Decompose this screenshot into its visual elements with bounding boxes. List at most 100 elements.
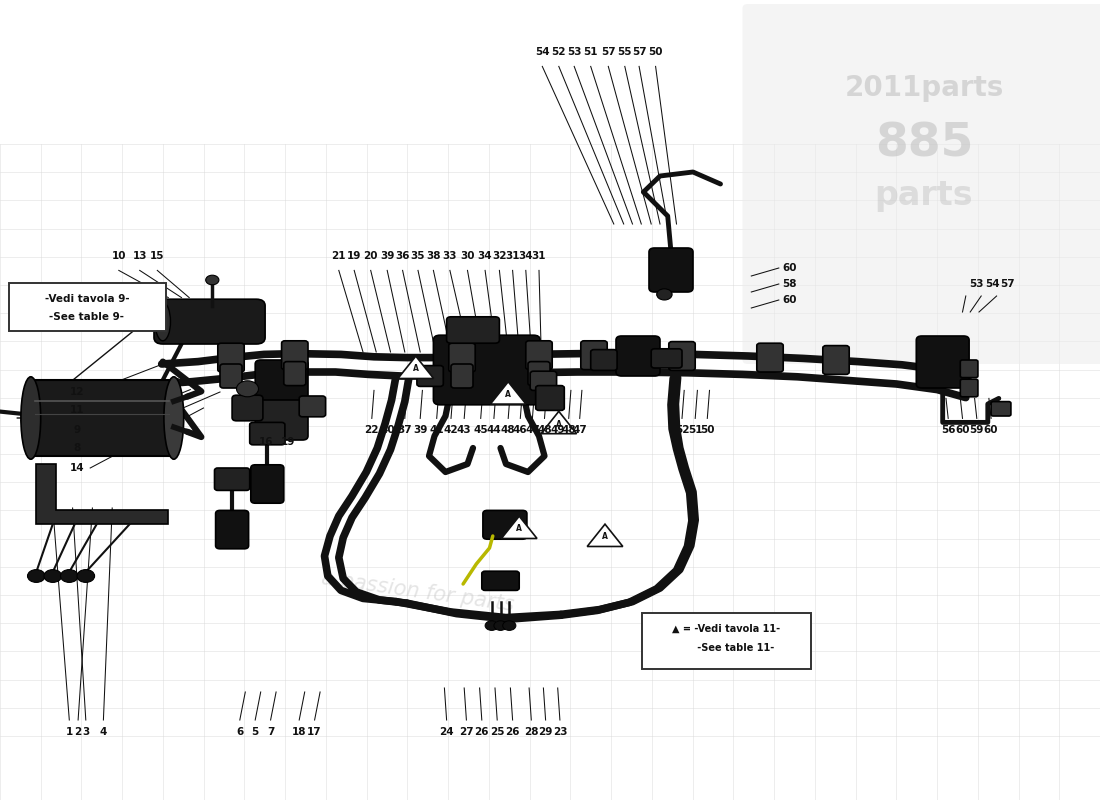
Text: 54: 54: [535, 47, 550, 57]
Text: 60: 60: [955, 426, 970, 435]
Text: 34: 34: [518, 251, 534, 261]
Text: 4: 4: [100, 727, 107, 737]
FancyBboxPatch shape: [916, 336, 969, 388]
FancyBboxPatch shape: [250, 422, 285, 445]
Text: 38: 38: [426, 251, 441, 261]
Polygon shape: [502, 516, 537, 538]
FancyBboxPatch shape: [214, 468, 250, 490]
Text: 51: 51: [583, 47, 598, 57]
Text: 26: 26: [505, 727, 520, 737]
Ellipse shape: [155, 302, 170, 341]
Text: 57: 57: [601, 47, 616, 57]
Circle shape: [657, 289, 672, 300]
FancyBboxPatch shape: [299, 396, 326, 417]
FancyBboxPatch shape: [823, 346, 849, 374]
Text: 60: 60: [782, 263, 797, 273]
Text: 49: 49: [550, 426, 565, 435]
Text: 10: 10: [111, 251, 126, 261]
Text: 31: 31: [505, 251, 520, 261]
FancyBboxPatch shape: [757, 343, 783, 372]
Text: 23: 23: [552, 727, 568, 737]
Text: 21: 21: [331, 251, 346, 261]
Text: 2011parts: 2011parts: [845, 74, 1003, 102]
Text: 33: 33: [442, 251, 458, 261]
Text: 51: 51: [688, 426, 703, 435]
FancyBboxPatch shape: [642, 613, 811, 669]
FancyBboxPatch shape: [526, 341, 552, 370]
FancyBboxPatch shape: [255, 400, 308, 440]
Text: 36: 36: [395, 251, 410, 261]
Text: 57: 57: [631, 47, 647, 57]
Text: 26: 26: [474, 727, 490, 737]
Polygon shape: [31, 380, 174, 456]
Polygon shape: [541, 411, 576, 434]
FancyBboxPatch shape: [282, 341, 308, 370]
FancyBboxPatch shape: [433, 335, 540, 405]
Text: 28: 28: [524, 727, 539, 737]
Circle shape: [28, 570, 45, 582]
Polygon shape: [491, 382, 526, 404]
Text: 31: 31: [531, 251, 547, 261]
FancyBboxPatch shape: [581, 341, 607, 370]
Text: 18: 18: [292, 727, 307, 737]
FancyBboxPatch shape: [255, 360, 308, 404]
FancyBboxPatch shape: [991, 402, 1011, 416]
Text: 29: 29: [538, 727, 553, 737]
FancyBboxPatch shape: [447, 317, 499, 343]
FancyBboxPatch shape: [232, 395, 263, 421]
FancyBboxPatch shape: [220, 364, 242, 388]
Text: 43: 43: [456, 426, 472, 435]
Text: A: A: [412, 364, 419, 374]
Text: 44: 44: [486, 426, 502, 435]
Text: A: A: [602, 532, 608, 542]
FancyBboxPatch shape: [536, 386, 564, 410]
Text: 19: 19: [280, 437, 296, 446]
Text: 52: 52: [674, 426, 690, 435]
FancyBboxPatch shape: [960, 379, 978, 397]
Text: 25: 25: [490, 727, 505, 737]
FancyBboxPatch shape: [591, 350, 617, 370]
Circle shape: [503, 621, 516, 630]
FancyBboxPatch shape: [530, 371, 557, 390]
Text: 48: 48: [537, 426, 552, 435]
FancyBboxPatch shape: [417, 366, 443, 386]
FancyBboxPatch shape: [960, 360, 978, 378]
Text: -Vedi tavola 9-: -Vedi tavola 9-: [45, 294, 129, 304]
Text: 15: 15: [150, 251, 165, 261]
Circle shape: [236, 381, 258, 397]
Text: 22: 22: [364, 426, 380, 435]
Text: A: A: [505, 390, 512, 399]
Text: 45: 45: [473, 426, 488, 435]
FancyBboxPatch shape: [218, 343, 244, 372]
Text: 50: 50: [700, 426, 715, 435]
Text: 47: 47: [572, 426, 587, 435]
Text: -See table 11-: -See table 11-: [678, 643, 774, 653]
FancyBboxPatch shape: [742, 4, 1100, 364]
Text: 13: 13: [132, 251, 147, 261]
FancyBboxPatch shape: [616, 336, 660, 376]
Text: 37: 37: [397, 426, 412, 435]
Polygon shape: [398, 356, 433, 378]
Polygon shape: [587, 524, 623, 546]
Text: 20: 20: [363, 251, 378, 261]
Text: 48: 48: [500, 426, 516, 435]
Text: A: A: [516, 524, 522, 534]
Text: 47: 47: [525, 426, 540, 435]
Circle shape: [60, 570, 78, 582]
Text: 48: 48: [561, 426, 576, 435]
Text: 53: 53: [566, 47, 582, 57]
Circle shape: [77, 570, 95, 582]
Text: 8: 8: [74, 443, 80, 453]
FancyBboxPatch shape: [9, 283, 166, 331]
Text: -See table 9-: -See table 9-: [50, 312, 124, 322]
Text: 24: 24: [439, 727, 454, 737]
Text: 35: 35: [410, 251, 426, 261]
Text: 19: 19: [346, 251, 362, 261]
Ellipse shape: [164, 377, 184, 459]
FancyBboxPatch shape: [251, 465, 284, 503]
Text: 50: 50: [648, 47, 663, 57]
Text: 32: 32: [492, 251, 507, 261]
Text: 39: 39: [379, 251, 395, 261]
Text: 7: 7: [267, 727, 274, 737]
Text: 885: 885: [874, 122, 974, 166]
